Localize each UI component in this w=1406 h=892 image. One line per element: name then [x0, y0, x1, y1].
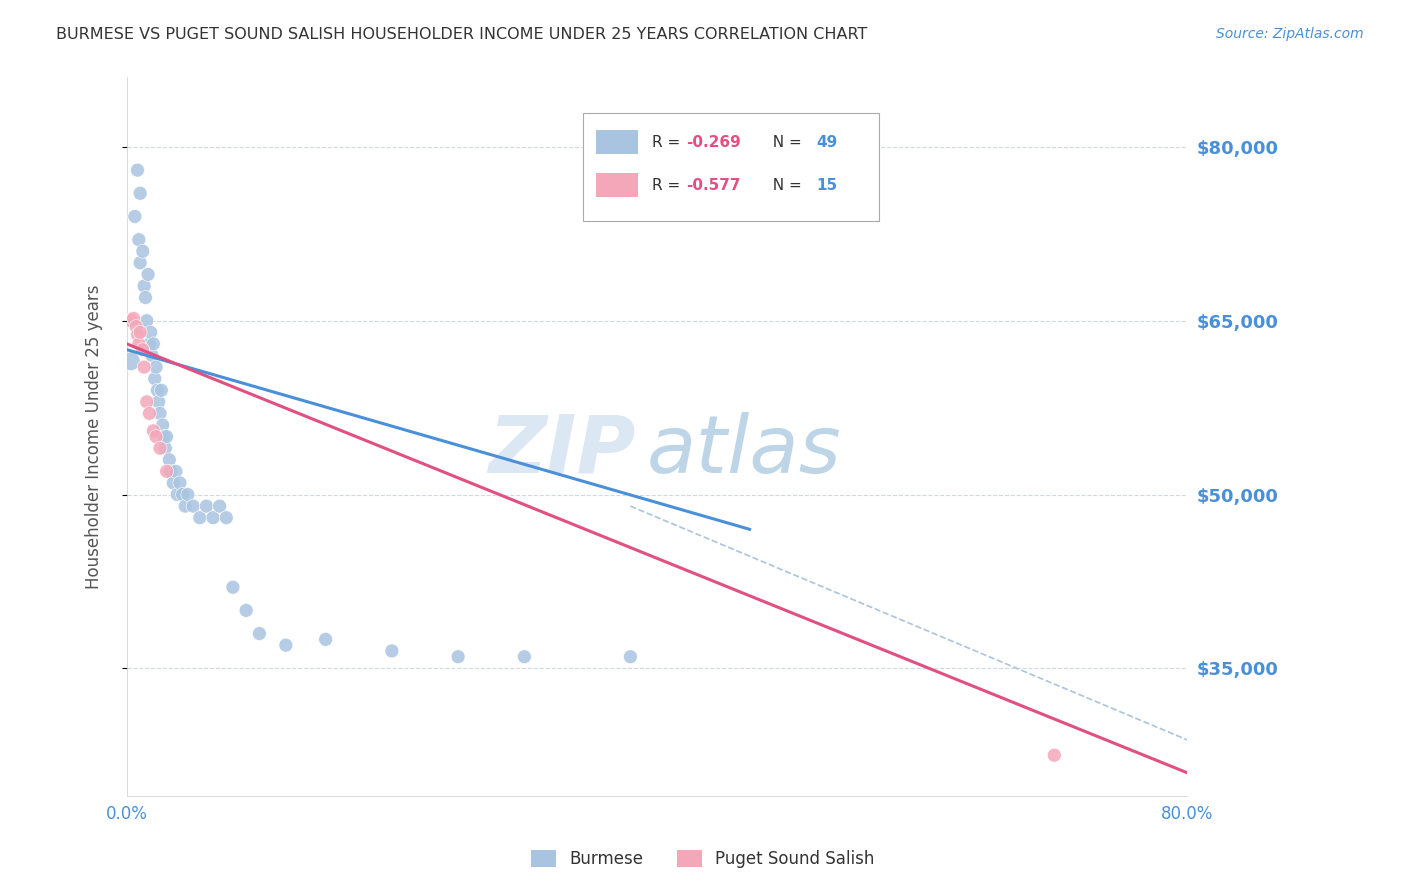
Point	[172, 487, 194, 501]
Point	[156, 464, 179, 478]
Point	[129, 186, 152, 201]
Text: ZIP: ZIP	[488, 412, 636, 490]
Point	[135, 314, 157, 328]
Text: BURMESE VS PUGET SOUND SALISH HOUSEHOLDER INCOME UNDER 25 YEARS CORRELATION CHAR: BURMESE VS PUGET SOUND SALISH HOUSEHOLDE…	[56, 27, 868, 42]
Point	[148, 394, 170, 409]
Point	[222, 580, 245, 594]
Point	[157, 452, 180, 467]
Point	[127, 163, 149, 178]
Point	[165, 464, 187, 478]
Point	[315, 632, 337, 647]
Point	[1043, 748, 1066, 763]
Point	[235, 603, 257, 617]
Point	[138, 337, 160, 351]
Point	[120, 354, 142, 368]
Point	[169, 475, 191, 490]
Text: -0.269: -0.269	[686, 135, 741, 150]
Point	[132, 244, 155, 259]
Point	[142, 337, 165, 351]
Point	[162, 475, 184, 490]
Point	[150, 384, 173, 398]
Point	[181, 499, 204, 513]
Point	[128, 337, 150, 351]
Point	[195, 499, 218, 513]
Point	[247, 626, 270, 640]
Point	[124, 210, 146, 224]
Point	[447, 649, 470, 664]
Point	[146, 384, 169, 398]
Point	[125, 319, 148, 334]
Point	[139, 326, 162, 340]
Point	[153, 429, 176, 443]
Text: R =: R =	[651, 135, 685, 150]
FancyBboxPatch shape	[596, 173, 638, 197]
Legend: Burmese, Puget Sound Salish: Burmese, Puget Sound Salish	[524, 843, 882, 875]
Point	[134, 360, 156, 375]
Point	[166, 487, 188, 501]
Point	[145, 360, 167, 375]
Point	[274, 638, 297, 652]
Point	[122, 311, 145, 326]
Point	[136, 268, 159, 282]
Y-axis label: Householder Income Under 25 years: Householder Income Under 25 years	[86, 285, 103, 589]
FancyBboxPatch shape	[596, 130, 638, 154]
Point	[120, 314, 142, 328]
FancyBboxPatch shape	[582, 113, 879, 221]
Point	[129, 256, 152, 270]
Point	[215, 510, 238, 524]
Point	[208, 499, 231, 513]
Point	[127, 327, 149, 342]
Point	[134, 291, 156, 305]
Point	[188, 510, 211, 524]
Point	[129, 326, 152, 340]
Point	[155, 441, 177, 455]
Text: 49: 49	[815, 135, 837, 150]
Text: atlas: atlas	[647, 412, 841, 490]
Point	[132, 343, 155, 357]
Point	[177, 487, 200, 501]
Point	[619, 649, 641, 664]
Text: Source: ZipAtlas.com: Source: ZipAtlas.com	[1216, 27, 1364, 41]
Point	[159, 464, 181, 478]
Point	[142, 424, 165, 438]
Point	[134, 279, 156, 293]
Point	[143, 372, 166, 386]
Point	[156, 429, 179, 443]
Text: R =: R =	[651, 178, 685, 193]
Point	[149, 406, 172, 420]
Text: N =: N =	[763, 178, 807, 193]
Point	[138, 406, 160, 420]
Text: N =: N =	[763, 135, 807, 150]
Point	[135, 394, 157, 409]
Point	[381, 644, 404, 658]
Point	[202, 510, 225, 524]
Point	[149, 441, 172, 455]
Point	[513, 649, 536, 664]
Point	[174, 499, 197, 513]
Point	[145, 429, 167, 443]
Point	[152, 417, 174, 432]
Text: 15: 15	[815, 178, 837, 193]
Point	[141, 349, 163, 363]
Point	[128, 233, 150, 247]
Text: -0.577: -0.577	[686, 178, 741, 193]
